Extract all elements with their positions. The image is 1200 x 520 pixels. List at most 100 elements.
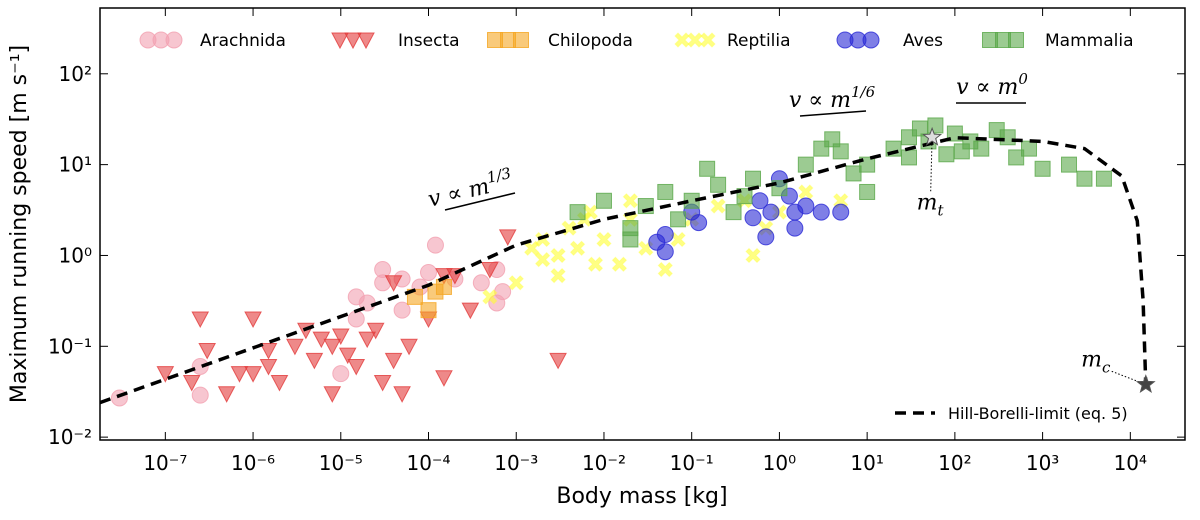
point [191, 357, 209, 375]
point [393, 301, 411, 319]
point [338, 347, 357, 365]
point [198, 342, 217, 360]
point [259, 342, 278, 360]
legend-label: Reptilia [727, 31, 791, 51]
point [480, 262, 499, 279]
point [1008, 149, 1025, 166]
point [550, 247, 566, 264]
point [596, 231, 612, 248]
point [420, 302, 437, 319]
point [156, 366, 175, 383]
point [744, 209, 762, 227]
point [657, 261, 673, 278]
x-tick-label: 10² [938, 451, 971, 475]
point [305, 352, 324, 370]
point [534, 251, 551, 268]
point [824, 131, 841, 148]
point [426, 236, 444, 254]
point [230, 366, 249, 383]
point [374, 261, 392, 279]
point [347, 310, 365, 328]
point [710, 176, 727, 193]
slope-annotation: v ∝ m0 [956, 70, 1028, 100]
point [786, 219, 804, 237]
legend-label: Hill-Borelli-limit (eq. 5) [948, 404, 1128, 423]
point [498, 229, 517, 246]
x-tick-label: 10¹ [850, 451, 883, 475]
point [845, 165, 862, 182]
plot-area [100, 117, 1148, 407]
point [657, 183, 674, 200]
x-tick-label: 10⁴ [1114, 451, 1147, 475]
point [832, 203, 850, 221]
point [331, 328, 350, 346]
slope-underline [444, 192, 516, 211]
slope-annotation-exp: 0 [1018, 70, 1028, 88]
point [699, 160, 716, 177]
slope-annotation: v ∝ m1/6 [789, 83, 876, 113]
marker-label-sub: c [1102, 358, 1111, 376]
point [323, 338, 342, 356]
point [587, 256, 604, 272]
point [901, 149, 918, 166]
point [191, 386, 209, 404]
x-tick-label: 10⁻⁷ [143, 451, 187, 475]
point [687, 32, 703, 48]
point [357, 32, 375, 50]
point [953, 143, 970, 160]
point [569, 204, 586, 221]
point [670, 211, 687, 228]
point [347, 288, 365, 306]
marker-label-sub: t [938, 201, 945, 219]
point [859, 183, 876, 200]
x-tick-label: 10⁻³ [494, 451, 538, 475]
point [569, 240, 586, 256]
point [999, 129, 1016, 146]
y-tick-label: 10¹ [59, 153, 92, 177]
star-marker [1135, 374, 1156, 393]
legend-label: Mammalia [1045, 31, 1134, 51]
point [670, 231, 686, 248]
point [358, 331, 377, 349]
point [938, 146, 955, 163]
slope-underline [799, 110, 867, 117]
marker-label-main: m [1081, 347, 1102, 372]
point [700, 32, 716, 48]
point [244, 366, 262, 383]
slope-annotation-exp: 1/6 [851, 83, 876, 101]
point [862, 31, 880, 49]
point [259, 358, 278, 376]
legend-label: Arachnida [200, 31, 286, 51]
point [622, 231, 639, 248]
point [270, 374, 289, 392]
point [833, 193, 849, 209]
slope-annotation-exp: 1/3 [485, 164, 513, 187]
point [435, 278, 452, 295]
x-tick-label: 10³ [1026, 451, 1059, 475]
point [656, 226, 674, 244]
point [745, 170, 762, 187]
plot-frame [99, 7, 1186, 441]
point [786, 203, 804, 221]
marker-label: mc [1081, 347, 1111, 376]
legend-label: Insecta [398, 31, 460, 51]
point [674, 32, 690, 48]
point [482, 289, 498, 305]
x-tick-label: 10⁻⁴ [406, 451, 450, 475]
point [812, 203, 830, 221]
point [373, 374, 392, 392]
point [472, 274, 490, 292]
point [331, 32, 349, 50]
limit-line [100, 135, 1148, 405]
point [286, 338, 304, 356]
point [384, 275, 403, 292]
point [165, 31, 183, 49]
point [798, 184, 814, 200]
star-marker [922, 126, 943, 146]
slope-annotation-main: v ∝ m [789, 88, 851, 113]
point [1095, 170, 1112, 187]
x-axis-label: Body mass [kg] [556, 484, 727, 509]
y-tick-label: 10⁻¹ [48, 334, 92, 358]
point [611, 256, 628, 272]
point [1061, 156, 1078, 173]
